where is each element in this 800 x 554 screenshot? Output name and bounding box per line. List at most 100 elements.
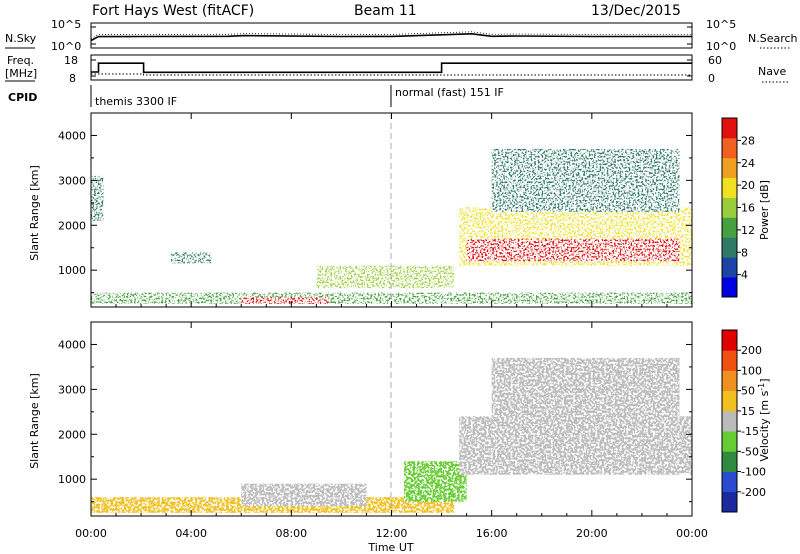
freq-panel: Freq. [MHz] 18 8 60 0 Nave xyxy=(5,54,788,85)
heatmap-region xyxy=(171,252,212,264)
colorbar-tick-label: 20 xyxy=(741,179,755,192)
y-tick-label: 1000 xyxy=(58,473,86,486)
y-tick-label: 3000 xyxy=(58,174,86,187)
nsky-right-tick-top: 10^5 xyxy=(706,18,736,31)
heatmap-region xyxy=(241,297,329,304)
power-yticks: 4000 3000 2000 1000 xyxy=(58,129,692,294)
colorbar-swatch xyxy=(722,157,737,179)
y-tick-label: 2000 xyxy=(58,219,86,232)
colorbar-swatch xyxy=(722,197,737,218)
x-tick-label: 00:00 xyxy=(676,527,708,540)
date-label: 13/Dec/2015 xyxy=(591,3,681,19)
heatmap-region xyxy=(404,461,467,502)
colorbar-tick-label: 200 xyxy=(741,344,762,357)
y-tick-label: 4000 xyxy=(58,338,86,351)
colorbar-swatch xyxy=(722,217,737,238)
colorbar-tick-label: -100 xyxy=(741,466,766,479)
nsky-left-tick-bottom: 10^0 xyxy=(51,40,81,53)
colorbar-swatch xyxy=(722,330,737,351)
nsky-label: N.Sky xyxy=(5,32,37,45)
nave-label: Nave xyxy=(758,65,786,78)
colorbar-tick-label: -200 xyxy=(741,486,766,499)
colorbar-tick-label: 28 xyxy=(741,134,755,147)
x-tick-label: 00:00 xyxy=(75,527,107,540)
colorbar-tick-label: 4 xyxy=(741,269,748,282)
freq-left-tick-top: 18 xyxy=(64,54,78,67)
colorbar-swatch xyxy=(722,431,737,452)
colorbar-swatch xyxy=(722,177,737,198)
nave-right-tick-top: 60 xyxy=(708,54,722,67)
colorbar-swatch xyxy=(722,471,737,493)
colorbar-tick-label: 50 xyxy=(741,385,755,398)
colorbar-frame xyxy=(721,329,738,513)
colorbar-tick-label: 8 xyxy=(741,246,748,259)
x-tick-label: 12:00 xyxy=(376,527,408,540)
velocity-colorbar-label: Velocity [m s-1] xyxy=(757,378,771,461)
cpid-mode-2: normal (fast) 151 IF xyxy=(395,86,504,99)
colorbar-tick-label: -15 xyxy=(741,425,759,438)
freq-line xyxy=(91,62,692,74)
y-tick-label: 3000 xyxy=(58,383,86,396)
x-tick-label: 16:00 xyxy=(476,527,508,540)
y-tick-label: 1000 xyxy=(58,264,86,277)
power-ylabel: Slant Range [km] xyxy=(28,165,41,261)
colorbar-tick-label: -50 xyxy=(741,445,759,458)
nsky-panel: N.Sky 10^5 10^0 10^5 10^0 N.Search xyxy=(5,18,798,53)
colorbar-swatch xyxy=(722,257,737,278)
heatmap-region xyxy=(491,357,680,421)
nsky-line xyxy=(90,32,692,42)
colorbar-swatch xyxy=(722,410,737,432)
nave-right-tick-bottom: 0 xyxy=(708,72,715,85)
velocity-panel: Slant Range [km] 4000 3000 2000 1000 200 100… xyxy=(28,321,771,517)
y-tick-label: 2000 xyxy=(58,428,86,441)
colorbar-swatch xyxy=(722,370,737,392)
power-heatmap xyxy=(91,148,692,304)
colorbar-tick-label: 12 xyxy=(741,224,755,237)
nsky-left-tick-top: 10^5 xyxy=(51,18,81,31)
power-colorbar: 28 24 20 16 12 8 4 xyxy=(721,117,755,298)
velocity-colorbar: 200 100 50 15 -15 -50 -100 -200 xyxy=(721,329,766,513)
nsearch-line xyxy=(90,31,692,39)
cpid-mode-1: themis 3300 IF xyxy=(95,95,177,108)
x-tick-label: 08:00 xyxy=(275,527,307,540)
heatmap-region xyxy=(91,175,104,221)
power-colorbar-label: Power [dB] xyxy=(758,180,771,240)
nsearch-label: N.Search xyxy=(748,32,798,45)
colorbar-tick-label: 15 xyxy=(741,405,755,418)
colorbar-swatch xyxy=(722,491,737,513)
heatmap-region xyxy=(459,416,692,475)
colorbar-swatch xyxy=(722,277,737,298)
colorbar-swatch xyxy=(722,118,737,139)
chart-title: Fort Hays West (fitACF) xyxy=(92,3,254,19)
freq-left-tick-bottom: 8 xyxy=(69,72,76,85)
y-tick-label: 4000 xyxy=(58,129,86,142)
beam-label: Beam 11 xyxy=(354,3,417,19)
heatmap-region xyxy=(241,483,367,507)
colorbar-swatch xyxy=(722,237,737,258)
heatmap-cells xyxy=(91,357,692,513)
heatmap-region xyxy=(466,238,680,262)
x-tick-label: 20:00 xyxy=(576,527,608,540)
colorbar-tick-label: 16 xyxy=(741,202,755,215)
colorbar-tick-label: 100 xyxy=(741,364,762,377)
heatmap-region xyxy=(316,265,455,289)
freq-unit-label: [MHz] xyxy=(5,67,37,80)
power-panel: Slant Range [km] 4000 3000 2000 1000 28 24 20… xyxy=(28,112,771,308)
heatmap-region xyxy=(91,292,692,304)
heatmap-cells xyxy=(91,148,692,304)
heatmap-region xyxy=(491,148,680,212)
time-axis: 00:00 04:00 08:00 12:00 16:00 20:00 00:00 xyxy=(75,113,708,540)
nave-line xyxy=(91,73,692,76)
cpid-panel: CPID themis 3300 IF normal (fast) 151 IF xyxy=(8,85,504,108)
freq-label: Freq. xyxy=(7,54,34,67)
x-tick-label: 04:00 xyxy=(175,527,207,540)
cpid-label: CPID xyxy=(8,91,37,104)
colorbar-tick-label: 24 xyxy=(741,157,755,170)
velocity-ylabel: Slant Range [km] xyxy=(28,373,41,469)
nsky-trace xyxy=(90,31,692,42)
xaxis-label: Time UT xyxy=(367,541,413,554)
colorbar-swatch xyxy=(722,137,737,159)
nsky-right-tick-bottom: 10^0 xyxy=(706,40,736,53)
velocity-yticks: 4000 3000 2000 1000 xyxy=(58,338,692,503)
